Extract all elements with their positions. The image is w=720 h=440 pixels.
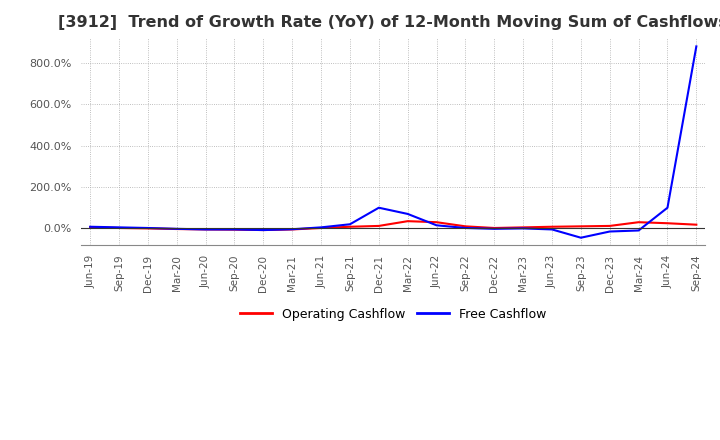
Operating Cashflow xyxy=(663,220,672,226)
Title: [3912]  Trend of Growth Rate (YoY) of 12-Month Moving Sum of Cashflows: [3912] Trend of Growth Rate (YoY) of 12-… xyxy=(58,15,720,30)
Free Cashflow xyxy=(577,235,585,240)
Operating Cashflow xyxy=(86,225,94,230)
Free Cashflow xyxy=(519,226,528,231)
Operating Cashflow xyxy=(259,227,268,233)
Operating Cashflow xyxy=(519,225,528,230)
Free Cashflow xyxy=(202,227,210,232)
Line: Operating Cashflow: Operating Cashflow xyxy=(90,221,696,230)
Operating Cashflow xyxy=(432,220,441,225)
Operating Cashflow xyxy=(490,225,498,231)
Operating Cashflow xyxy=(346,224,354,229)
Operating Cashflow xyxy=(692,222,701,227)
Operating Cashflow xyxy=(317,225,325,231)
Operating Cashflow xyxy=(577,224,585,229)
Free Cashflow xyxy=(432,223,441,228)
Operating Cashflow xyxy=(172,227,181,232)
Free Cashflow xyxy=(634,228,643,233)
Operating Cashflow xyxy=(606,223,614,228)
Operating Cashflow xyxy=(461,224,469,229)
Free Cashflow xyxy=(114,225,123,230)
Operating Cashflow xyxy=(143,226,152,231)
Operating Cashflow xyxy=(114,225,123,231)
Free Cashflow xyxy=(346,222,354,227)
Operating Cashflow xyxy=(230,227,239,232)
Free Cashflow xyxy=(86,224,94,229)
Free Cashflow xyxy=(259,227,268,233)
Free Cashflow xyxy=(288,227,297,232)
Free Cashflow xyxy=(403,211,412,216)
Free Cashflow xyxy=(230,227,239,232)
Operating Cashflow xyxy=(202,227,210,232)
Free Cashflow xyxy=(461,225,469,231)
Free Cashflow xyxy=(663,205,672,210)
Operating Cashflow xyxy=(634,220,643,225)
Free Cashflow xyxy=(317,225,325,230)
Free Cashflow xyxy=(172,226,181,231)
Free Cashflow xyxy=(374,205,383,210)
Line: Free Cashflow: Free Cashflow xyxy=(90,46,696,238)
Operating Cashflow xyxy=(374,223,383,228)
Legend: Operating Cashflow, Free Cashflow: Operating Cashflow, Free Cashflow xyxy=(235,303,551,326)
Free Cashflow xyxy=(606,229,614,234)
Free Cashflow xyxy=(490,226,498,231)
Operating Cashflow xyxy=(548,224,557,229)
Free Cashflow xyxy=(692,44,701,49)
Operating Cashflow xyxy=(288,227,297,232)
Free Cashflow xyxy=(548,227,557,232)
Operating Cashflow xyxy=(403,219,412,224)
Free Cashflow xyxy=(143,225,152,231)
